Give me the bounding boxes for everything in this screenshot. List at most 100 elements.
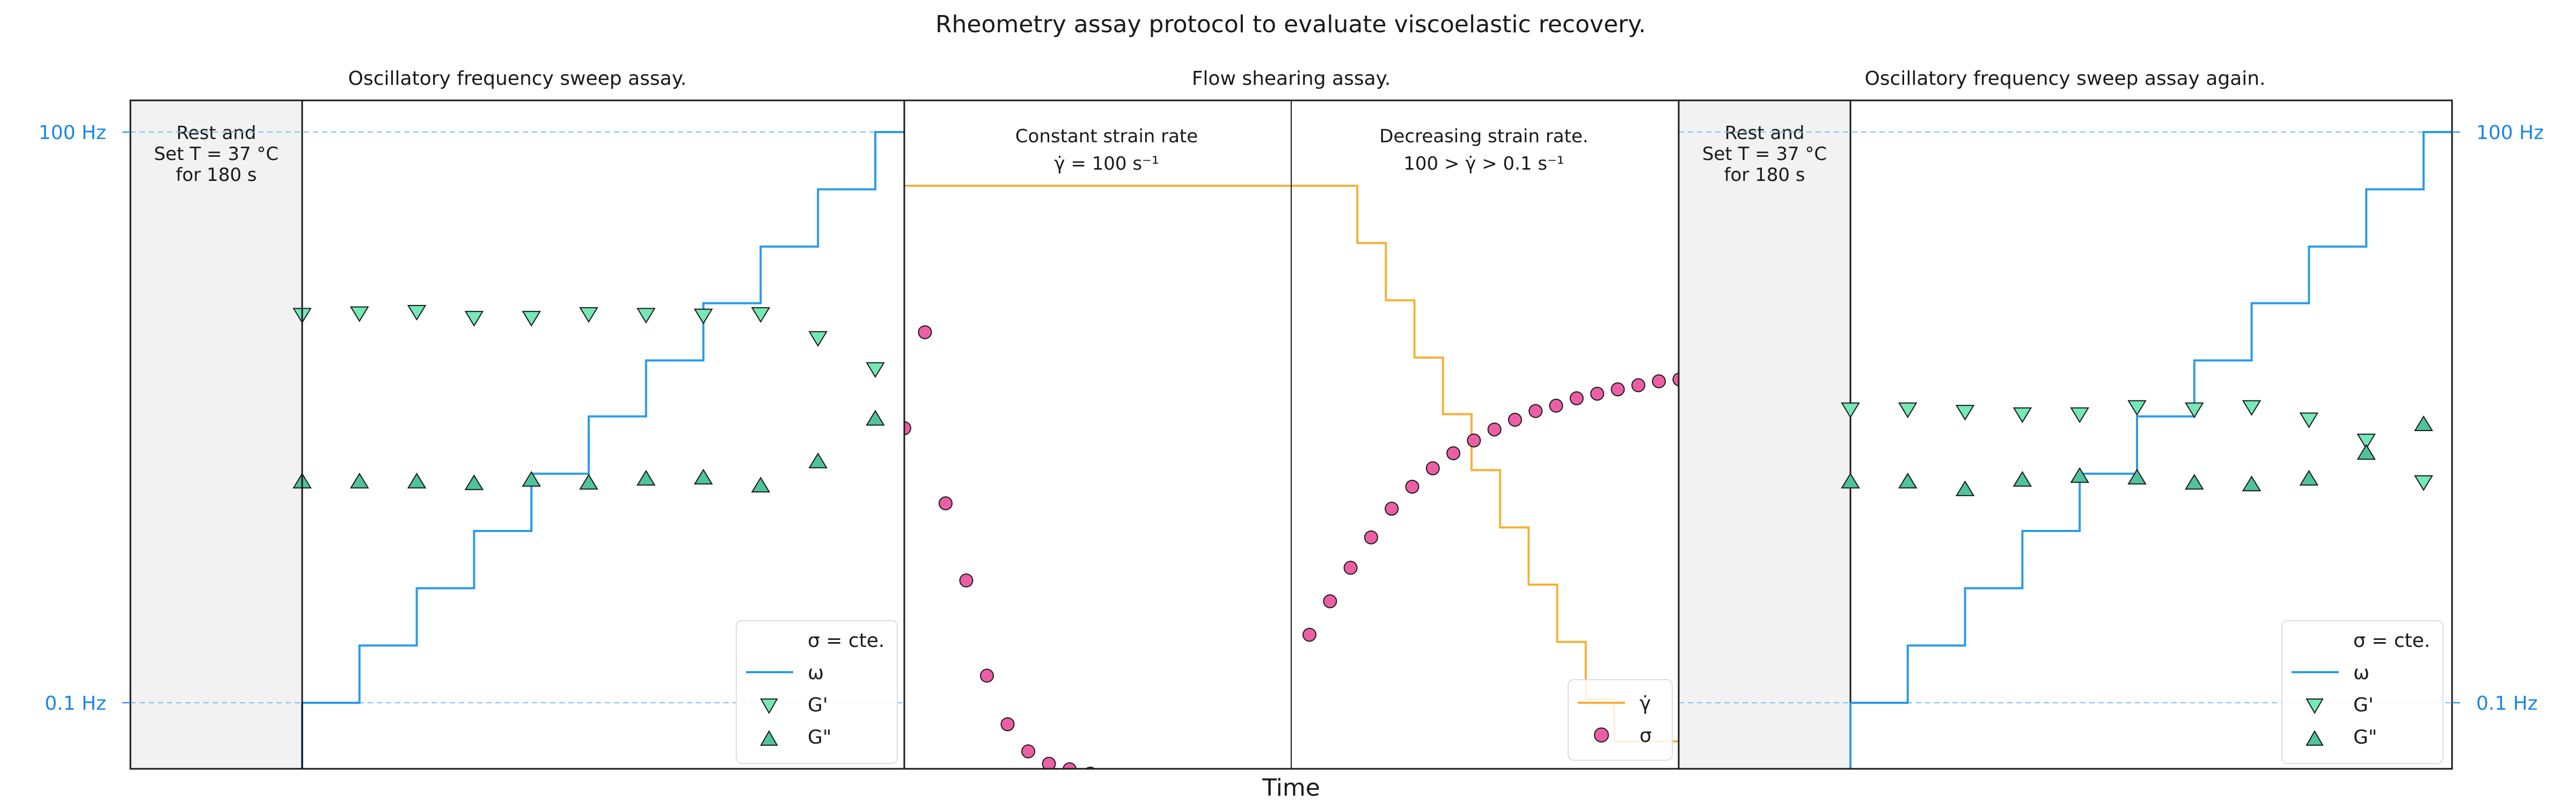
legend-3-entry-gprime: G' (2353, 694, 2374, 716)
subsection-label-1: Constant strain rate (1015, 126, 1198, 147)
g-prime-point-1-8 (751, 307, 771, 323)
rest-note-1-line-3: for 180 s (176, 164, 257, 186)
g-prime-point-1-4 (522, 311, 541, 327)
g-double-prime-point-1-9 (808, 452, 828, 469)
g-prime-point-3-2 (1955, 405, 1975, 421)
g-prime-point-3-4 (2070, 407, 2089, 424)
section-title-1: Oscillatory frequency sweep assay. (348, 68, 687, 90)
gamma-step-line (904, 185, 1679, 743)
y-tick-label-right-100: 100 Hz (2476, 122, 2544, 144)
legend-1-entry-gprime: G' (808, 694, 828, 716)
g-prime-point-3-6 (2185, 402, 2204, 419)
flow-section (904, 185, 1679, 788)
legend-3-entry-sigma: σ = cte. (2353, 630, 2430, 652)
y-tick-label-right-0.1: 0.1 Hz (2476, 693, 2538, 715)
rest-note-2-line-1: Rest and (1725, 122, 1805, 144)
g-prime-point-1-2 (407, 304, 427, 321)
sigma-point-constant-11 (1125, 774, 1138, 787)
sigma-point-decreasing-15 (1611, 382, 1625, 397)
legend-1-entry-gdoubleprime: G" (808, 726, 831, 748)
sigma-point-decreasing-10 (1508, 412, 1522, 427)
g-prime-point-3-7 (2242, 400, 2262, 416)
sigma-point-decreasing-6 (1425, 461, 1440, 476)
g-prime-point-1-5 (579, 307, 598, 323)
sigma-point-decreasing-17 (1652, 374, 1666, 389)
subsection-label-2: Decreasing strain rate. (1379, 126, 1588, 147)
sweep-section-3 (1841, 131, 2452, 769)
g-prime-point-1-10 (866, 362, 885, 378)
g-double-prime-point-1-6 (636, 470, 656, 486)
sigma-point-constant-0 (904, 421, 911, 435)
sigma-point-decreasing-1 (1323, 594, 1337, 608)
omega-step-line-1 (302, 131, 904, 704)
g-prime-point-1-6 (636, 308, 656, 324)
g-double-prime-point-3-0 (1841, 472, 1860, 489)
subsection-sublabel-2: 100 > γ̇ > 0.1 s⁻¹ (1403, 153, 1564, 174)
g-double-prime-point-1-10 (866, 410, 885, 426)
legend-1-gdoubleprime-marker (760, 730, 778, 746)
legend-3-entry-omega: ω (2353, 662, 2369, 684)
g-double-prime-point-1-5 (579, 474, 598, 490)
legend-1-entry-omega: ω (808, 662, 824, 684)
g-prime-point-3-8 (2299, 412, 2319, 428)
section-title-3: Oscillatory frequency sweep assay again. (1864, 68, 2265, 90)
rest-note-1-line-2: Set T = 37 °C (154, 143, 279, 165)
legend-3: σ = cte. ω G' G" (2281, 620, 2443, 764)
rest-note-2-line-2: Set T = 37 °C (1702, 143, 1827, 165)
plot-frame (129, 99, 2453, 770)
sigma-point-decreasing-18 (1672, 372, 1679, 387)
legend-2-box (1568, 679, 1673, 761)
g-double-prime-point-1-8 (751, 476, 771, 493)
g-double-prime-point-3-5 (2127, 469, 2147, 485)
sigma-point-constant-10 (1104, 772, 1117, 785)
series-layer (292, 131, 2452, 788)
legend-3-box (2281, 620, 2443, 764)
legend-3-gdoubleprime-marker (2306, 730, 2324, 746)
g-double-prime-point-3-6 (2185, 474, 2204, 490)
chart-title: Rheometry assay protocol to evaluate vis… (935, 11, 1646, 38)
legend-1: σ = cte. ω G' G" (736, 620, 898, 764)
sigma-point-decreasing-9 (1487, 422, 1502, 436)
sigma-point-decreasing-7 (1446, 446, 1461, 461)
sigma-point-decreasing-0 (1302, 628, 1316, 642)
legend-3-entry-gdoubleprime: G" (2353, 726, 2377, 748)
legend-2: γ̇ σ (1568, 679, 1673, 761)
sigma-point-decreasing-5 (1405, 479, 1419, 494)
g-double-prime-point-3-2 (1955, 480, 1975, 497)
rest-note-2: Rest and Set T = 37 °C for 180 s (1702, 122, 1827, 186)
g-prime-point-1-9 (808, 331, 828, 347)
g-double-prime-point-1-1 (350, 472, 369, 489)
legend-3-gprime-marker (2306, 698, 2324, 715)
sigma-point-decreasing-11 (1528, 404, 1543, 418)
sigma-point-constant-6 (1021, 744, 1035, 759)
g-prime-point-3-3 (2012, 407, 2032, 424)
g-double-prime-point-3-10 (2414, 415, 2433, 432)
legend-2-entry-sigma: σ (1640, 725, 1652, 747)
g-prime-point-3-9 (2357, 433, 2376, 450)
sigma-point-decreasing-13 (1569, 391, 1584, 405)
sigma-point-constant-2 (939, 496, 953, 511)
g-double-prime-point-1-7 (693, 469, 713, 485)
g-double-prime-point-3-7 (2242, 475, 2262, 492)
sigma-point-constant-3 (959, 573, 974, 588)
sigma-point-decreasing-12 (1549, 398, 1563, 413)
legend-1-entry-sigma: σ = cte. (808, 630, 884, 652)
sigma-point-constant-16 (1228, 775, 1241, 788)
sigma-point-constant-4 (980, 668, 994, 683)
omega-step-line-3 (1850, 131, 2452, 704)
sigma-point-decreasing-4 (1385, 501, 1399, 516)
g-double-prime-point-3-9 (2357, 444, 2376, 460)
sigma-point-constant-5 (1000, 717, 1015, 731)
legend-2-sigma-marker (1594, 727, 1609, 743)
sigma-point-constant-15 (1208, 775, 1221, 788)
sigma-point-decreasing-2 (1343, 560, 1358, 575)
rest-note-2-line-3: for 180 s (1724, 164, 1805, 186)
sigma-point-constant-1 (918, 325, 932, 339)
grid-layer (130, 132, 2452, 703)
sigma-point-constant-12 (1146, 774, 1159, 787)
g-double-prime-point-3-3 (2012, 471, 2032, 487)
sigma-point-constant-7 (1042, 756, 1056, 769)
sigma-point-constant-13 (1167, 774, 1180, 787)
g-double-prime-point-1-4 (522, 471, 541, 487)
